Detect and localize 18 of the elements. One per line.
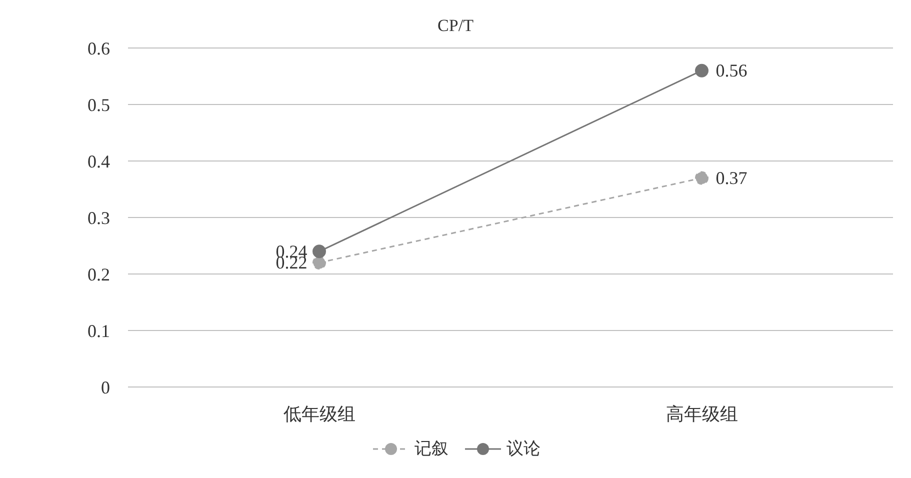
point	[312, 244, 326, 258]
y-tick-label: 0.1	[88, 320, 110, 341]
y-tick-label: 0.2	[88, 264, 110, 284]
legend-label: 记叙	[414, 438, 448, 460]
y-tick-label: 0.3	[88, 208, 110, 228]
y-tick-label: 0.5	[88, 94, 110, 115]
y-tick-label: 0.4	[88, 151, 110, 172]
point	[695, 64, 708, 78]
chart-title: CP/T	[436, 16, 474, 36]
x-tick-label: 高年级组	[666, 404, 738, 424]
x-tick-label: 低年级组	[283, 404, 356, 424]
point	[695, 171, 708, 185]
y-tick-label: 0.6	[88, 38, 110, 58]
legend-label: 议论	[506, 438, 540, 460]
data-label: 0.56	[716, 60, 748, 81]
point	[312, 256, 326, 270]
data-label: 0.37	[716, 168, 748, 188]
y-tick-label: 0	[101, 377, 110, 398]
